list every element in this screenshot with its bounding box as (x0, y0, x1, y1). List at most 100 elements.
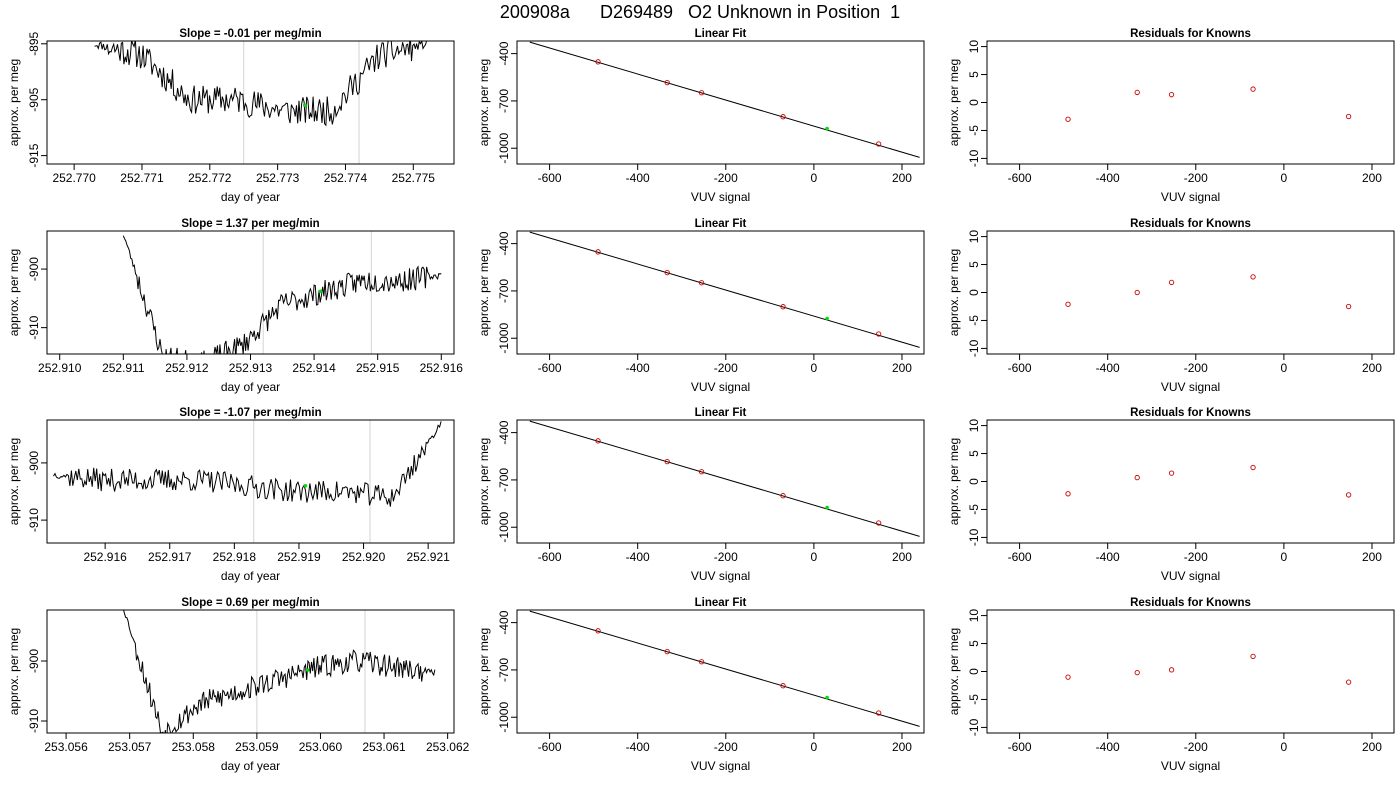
x-axis-label: VUV signal (1161, 380, 1220, 394)
plot-area (529, 610, 920, 727)
x-tick-label: 0 (1281, 740, 1288, 754)
x-tick-label: 252.770 (52, 171, 96, 185)
y-tick-label: -10 (967, 718, 981, 736)
y-tick-label: -400 (497, 420, 511, 444)
x-tick-label: 252.774 (324, 171, 368, 185)
panel-title: Residuals for Knowns (1130, 597, 1251, 609)
y-tick-label: 10 (967, 609, 981, 623)
x-tick-label: 0 (1281, 550, 1288, 564)
x-tick-label: 0 (1281, 171, 1288, 185)
x-tick-label: 252.912 (165, 361, 209, 375)
known-point (1134, 669, 1140, 676)
unknown-point (825, 505, 829, 510)
y-tick-label: -900 (27, 649, 41, 673)
known-point (698, 469, 705, 475)
known-point (1345, 113, 1352, 120)
x-tick-label: 253.056 (44, 740, 88, 754)
x-tick-label: 200 (1362, 550, 1382, 564)
y-tick-label: -10 (967, 528, 981, 546)
x-tick-label: 252.771 (120, 171, 164, 185)
known-point (780, 304, 786, 310)
y-tick-label: -400 (497, 231, 511, 255)
unknown-point (303, 483, 308, 488)
plot-area (529, 41, 920, 158)
known-point (1065, 116, 1071, 122)
panel-title: Linear Fit (695, 407, 747, 419)
x-tick-label: -400 (1096, 171, 1120, 185)
y-axis-label: approx. per meg (477, 438, 491, 525)
known-point (1065, 491, 1071, 497)
x-tick-label: -400 (1096, 361, 1120, 375)
x-tick-label: -600 (1008, 740, 1032, 754)
y-tick-label: -5 (967, 504, 981, 515)
plot-frame (516, 230, 925, 355)
x-axis-label: VUV signal (691, 759, 750, 773)
x-tick-label: -200 (714, 550, 738, 564)
x-tick-label: -200 (1184, 740, 1208, 754)
plot-frame (986, 230, 1395, 355)
known-point (595, 59, 601, 65)
x-tick-label: 253.057 (108, 740, 152, 754)
x-tick-label: 253.059 (235, 740, 279, 754)
x-tick-label: -400 (1096, 740, 1120, 754)
known-point (664, 79, 670, 86)
x-tick-label: -400 (626, 740, 650, 754)
y-tick-label: -905 (27, 87, 41, 111)
x-tick-label: 252.914 (292, 361, 336, 375)
x-tick-label: 200 (1362, 361, 1382, 375)
x-tick-label: 252.775 (392, 171, 436, 185)
known-point (1250, 274, 1256, 280)
panel-residuals-row-2: -600 -400 -200 0 200 -10 -5 0 5 10 Residuals for K… (947, 218, 1395, 394)
y-axis-label: approx. per meg (947, 59, 961, 146)
x-tick-label: 252.773 (256, 171, 300, 185)
y-tick-label: -1000 (497, 512, 511, 543)
panel-title: Slope = -0.01 per meg/min (179, 28, 321, 40)
y-tick-label: -700 (497, 468, 511, 492)
x-tick-label: -600 (1008, 361, 1032, 375)
x-tick-label: 252.915 (356, 361, 400, 375)
known-point (1345, 492, 1352, 498)
panel-title: Residuals for Knowns (1130, 28, 1251, 40)
known-point (875, 331, 882, 337)
trace-line (122, 235, 442, 354)
page-title: 200908a D269489 O2 Unknown in Position 1 (499, 2, 901, 22)
plot-frame (986, 419, 1395, 544)
x-tick-label: 252.918 (213, 550, 257, 564)
y-tick-label: -700 (497, 279, 511, 303)
x-tick-label: 252.913 (229, 361, 273, 375)
x-tick-label: 252.921 (406, 550, 450, 564)
y-tick-label: -5 (967, 694, 981, 705)
plot-area (1065, 653, 1352, 685)
y-tick-label: -400 (497, 610, 511, 634)
x-tick-label: 0 (811, 740, 818, 754)
y-tick-label: 0 (967, 668, 981, 675)
y-axis-label: approx. per meg (477, 59, 491, 146)
panel-title: Linear Fit (695, 218, 747, 230)
x-tick-label: -200 (714, 361, 738, 375)
known-point (875, 141, 882, 147)
x-tick-label: -400 (1096, 550, 1120, 564)
x-tick-label: 200 (892, 171, 912, 185)
y-tick-label: -400 (497, 41, 511, 65)
x-tick-label: 252.917 (148, 550, 192, 564)
y-tick-label: -910 (27, 315, 41, 339)
y-tick-label: 5 (967, 261, 981, 268)
x-axis-label: day of year (221, 190, 280, 204)
x-tick-label: -200 (1184, 361, 1208, 375)
x-axis-label: VUV signal (1161, 569, 1220, 583)
known-point (664, 648, 670, 655)
known-point (698, 659, 705, 665)
known-point (1168, 92, 1175, 98)
x-tick-label: 0 (811, 361, 818, 375)
plot-area (529, 231, 920, 348)
x-axis-label: day of year (221, 759, 280, 773)
y-axis-label: approx. per meg (477, 249, 491, 336)
known-point (595, 438, 601, 444)
x-axis-label: VUV signal (691, 569, 750, 583)
x-tick-label: 252.910 (38, 361, 82, 375)
panel-trace-row-1: 252.770 252.771 252.772 252.773 252.774 252.7… (7, 28, 455, 204)
x-tick-label: 0 (811, 550, 818, 564)
y-axis-label: approx. per meg (7, 628, 21, 715)
x-tick-label: -400 (626, 361, 650, 375)
